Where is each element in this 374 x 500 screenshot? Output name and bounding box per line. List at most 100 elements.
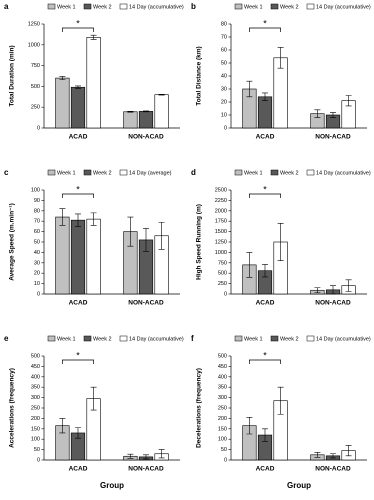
legend-label: 14 Day (accumulative)	[129, 4, 184, 10]
y-tick-label: 500	[31, 84, 40, 90]
y-tick-label: 70	[221, 34, 227, 40]
significance-mark: *	[263, 184, 267, 194]
legend-label: Week 2	[93, 336, 112, 342]
y-tick-label: 0	[224, 125, 227, 131]
error-bar	[314, 109, 321, 118]
y-tick-label: 60	[221, 47, 227, 53]
y-tick-label: 0	[224, 291, 227, 297]
y-tick-label: 500	[31, 353, 40, 359]
y-tick-label: 0	[224, 457, 227, 463]
legend-label: Week 2	[93, 4, 112, 10]
legend-swatch	[83, 169, 92, 176]
legend-label: Week 1	[244, 336, 263, 342]
x-tick-label: ACAD	[69, 466, 88, 473]
significance-bracket	[249, 27, 281, 32]
legend-swatch	[83, 3, 92, 10]
legend-label: 14 Day (accumulative)	[129, 336, 184, 342]
y-tick-label: 30	[34, 260, 40, 266]
legend-label: 14 Day (accumulative)	[316, 336, 371, 342]
error-bar	[75, 213, 81, 227]
error-bar	[158, 221, 165, 250]
error-bar	[314, 452, 321, 458]
panel-label: f	[191, 334, 194, 343]
y-tick-label: 400	[31, 374, 40, 380]
x-tick-label: ACAD	[256, 466, 275, 473]
y-tick-label: 250	[31, 105, 40, 111]
legend-swatch	[119, 169, 128, 176]
legend-swatch	[270, 169, 279, 176]
x-tick-label: NON-ACAD	[128, 300, 164, 307]
x-tick-label: NON-ACAD	[128, 466, 164, 473]
y-tick-label: 450	[31, 364, 40, 370]
y-tick-label: 2000	[215, 208, 227, 214]
significance-bracket	[62, 27, 94, 32]
error-bar	[127, 216, 134, 247]
y-tick-label: 50	[221, 60, 227, 66]
y-tick-label: 300	[218, 395, 227, 401]
bar	[86, 37, 101, 129]
error-bar	[90, 34, 97, 40]
error-bar	[277, 386, 284, 415]
bar	[123, 111, 138, 129]
significance-bracket	[249, 359, 281, 364]
legend-swatch	[119, 3, 128, 10]
legend-label: 14 Day (accumulative)	[316, 170, 371, 176]
significance-mark: *	[76, 350, 80, 360]
bar	[154, 94, 169, 129]
y-tick-label: 1750	[215, 219, 227, 225]
significance-mark: *	[263, 18, 267, 28]
y-tick-label: 50	[34, 447, 40, 453]
legend-swatch	[47, 169, 56, 176]
legend-swatch	[306, 3, 315, 10]
y-tick-label: 60	[34, 229, 40, 235]
error-bar	[143, 228, 149, 252]
error-bar	[143, 454, 149, 460]
y-tick-label: 0	[37, 125, 40, 131]
y-tick-label: 350	[218, 385, 227, 391]
error-bar	[75, 85, 81, 89]
error-bar	[330, 453, 336, 459]
y-tick-label: 500	[218, 353, 227, 359]
y-tick-label: 750	[218, 260, 227, 266]
error-bar	[246, 417, 253, 435]
y-tick-label: 150	[31, 426, 40, 432]
bar	[86, 218, 101, 295]
x-tick-label: ACAD	[69, 134, 88, 141]
legend-label: Week 1	[57, 336, 76, 342]
error-bar	[59, 76, 66, 81]
legend-label: Week 1	[57, 4, 76, 10]
y-tick-label: 250	[218, 405, 227, 411]
y-tick-label: 1000	[215, 250, 227, 256]
y-tick-label: 0	[37, 291, 40, 297]
error-bar	[262, 264, 268, 278]
error-bar	[59, 208, 66, 226]
bar	[70, 219, 86, 295]
error-bar	[277, 47, 284, 69]
error-bar	[277, 222, 284, 262]
y-tick-label: 400	[218, 374, 227, 380]
y-tick-label: 200	[218, 416, 227, 422]
y-tick-label: 10	[34, 281, 40, 287]
y-tick-label: 0	[37, 457, 40, 463]
panel-label: c	[4, 168, 9, 177]
legend-label: 14 Day (average)	[129, 170, 172, 176]
y-tick-label: 20	[221, 99, 227, 105]
panel-label: a	[4, 2, 9, 11]
y-tick-label: 100	[31, 437, 40, 443]
legend-swatch	[234, 3, 243, 10]
y-tick-label: 300	[31, 395, 40, 401]
bar	[55, 77, 70, 129]
y-axis-label: Decelerations (frequency)	[196, 368, 203, 448]
y-tick-label: 90	[34, 198, 40, 204]
legend-swatch	[270, 3, 279, 10]
y-tick-label: 100	[218, 437, 227, 443]
significance-mark: *	[263, 350, 267, 360]
error-bar	[127, 453, 134, 459]
error-bar	[262, 92, 268, 101]
legend-label: Week 1	[244, 4, 263, 10]
significance-mark: *	[76, 18, 80, 28]
y-tick-label: 100	[31, 187, 40, 193]
error-bar	[330, 285, 336, 295]
panel-label: b	[191, 2, 196, 11]
x-tick-label: NON-ACAD	[128, 134, 164, 141]
